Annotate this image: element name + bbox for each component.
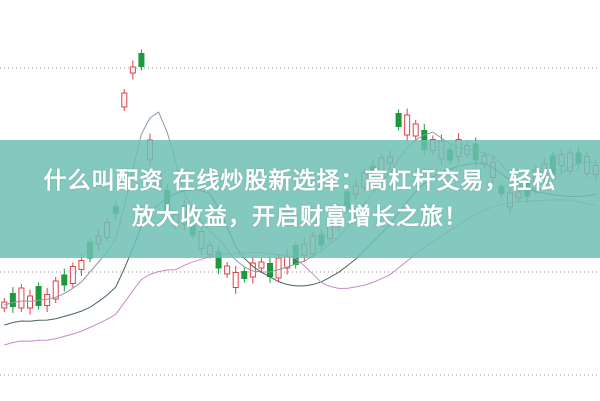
candle-body bbox=[35, 286, 42, 306]
candle-body bbox=[241, 271, 248, 279]
title-line-2: 放大收益，开启财富增长之旅！ bbox=[132, 204, 468, 230]
candle-body bbox=[232, 272, 239, 288]
candle-body bbox=[18, 287, 25, 309]
candle-body bbox=[78, 260, 85, 270]
title-banner: 什么叫配资 在线炒股新选择：高杠杆交易，轻松 放大收益，开启财富增长之旅！ bbox=[0, 140, 600, 258]
candle-body bbox=[129, 66, 136, 74]
candle-body bbox=[138, 53, 145, 67]
candle-body bbox=[267, 263, 273, 277]
candle-body bbox=[44, 294, 51, 306]
candle-body bbox=[52, 280, 59, 300]
candle-body bbox=[9, 293, 16, 307]
candle-body bbox=[412, 123, 419, 137]
candle-body bbox=[224, 265, 231, 275]
candle-body bbox=[395, 113, 402, 127]
candle-body bbox=[61, 274, 68, 286]
candle-body bbox=[404, 114, 411, 136]
candle-body bbox=[27, 295, 33, 309]
candle-body bbox=[121, 92, 128, 108]
candle-body bbox=[275, 257, 282, 279]
title-line-1: 什么叫配资 在线炒股新选择：高杠杆交易，轻松 bbox=[43, 168, 557, 194]
candle-body bbox=[69, 266, 76, 284]
candle-body bbox=[258, 261, 265, 269]
